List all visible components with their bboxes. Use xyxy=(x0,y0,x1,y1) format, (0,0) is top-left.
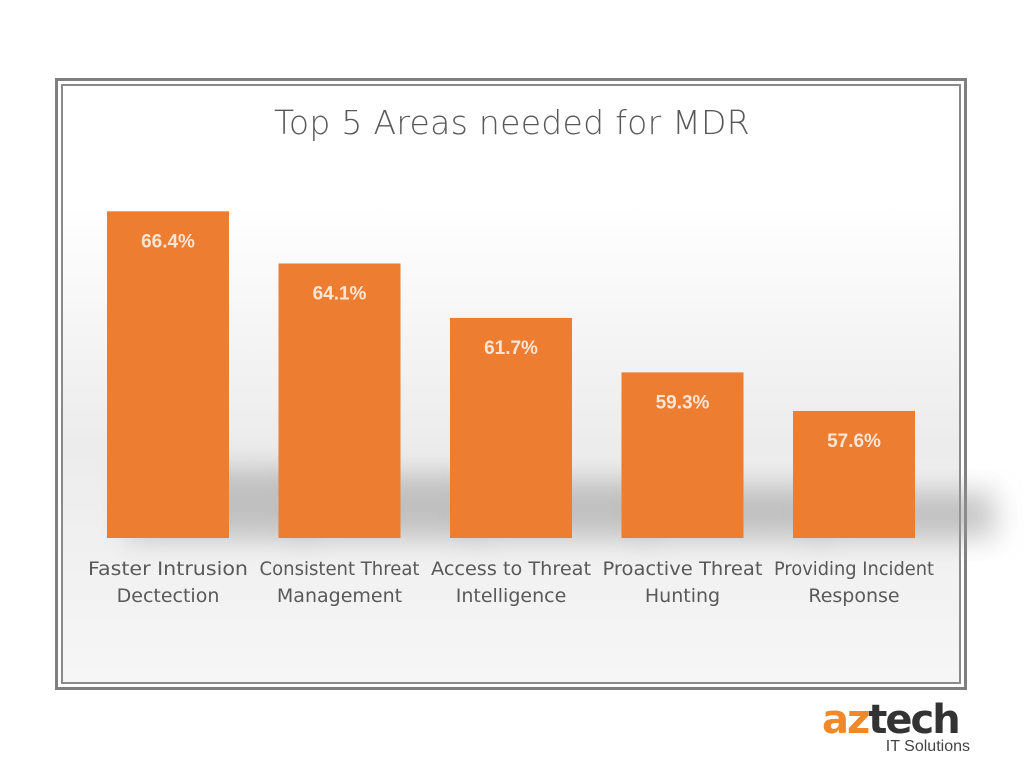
x-tick-label: Response xyxy=(808,585,899,607)
logo-az: az xyxy=(822,697,870,743)
x-tick-label: Faster Intrusion xyxy=(88,558,248,580)
x-tick-label: Access to Threat xyxy=(431,558,591,580)
logo-subtitle: IT Solutions xyxy=(885,738,970,755)
bar xyxy=(793,410,915,538)
x-tick-label: Hunting xyxy=(645,585,720,607)
aztech-logo: aztech IT Solutions xyxy=(822,700,970,756)
bar xyxy=(107,211,229,539)
chart-title: Top 5 Areas needed for MDR xyxy=(274,103,750,142)
x-tick-label: Dectection xyxy=(117,585,220,607)
bar xyxy=(278,263,401,538)
x-tick-label: Consistent Threat xyxy=(260,558,420,580)
logo-tech: tech xyxy=(868,697,960,743)
x-tick-label: Proactive Threat xyxy=(603,558,763,580)
bar xyxy=(621,372,744,538)
x-tick-label: Providing Incident xyxy=(774,558,934,580)
data-label: 64.1% xyxy=(313,283,367,304)
data-label: 57.6% xyxy=(827,431,881,452)
x-tick-label: Intelligence xyxy=(456,585,567,607)
x-tick-label: Management xyxy=(277,585,402,607)
data-label: 59.3% xyxy=(656,392,710,413)
data-label: 66.4% xyxy=(141,231,195,252)
bar xyxy=(450,317,572,538)
data-label: 61.7% xyxy=(484,338,538,359)
